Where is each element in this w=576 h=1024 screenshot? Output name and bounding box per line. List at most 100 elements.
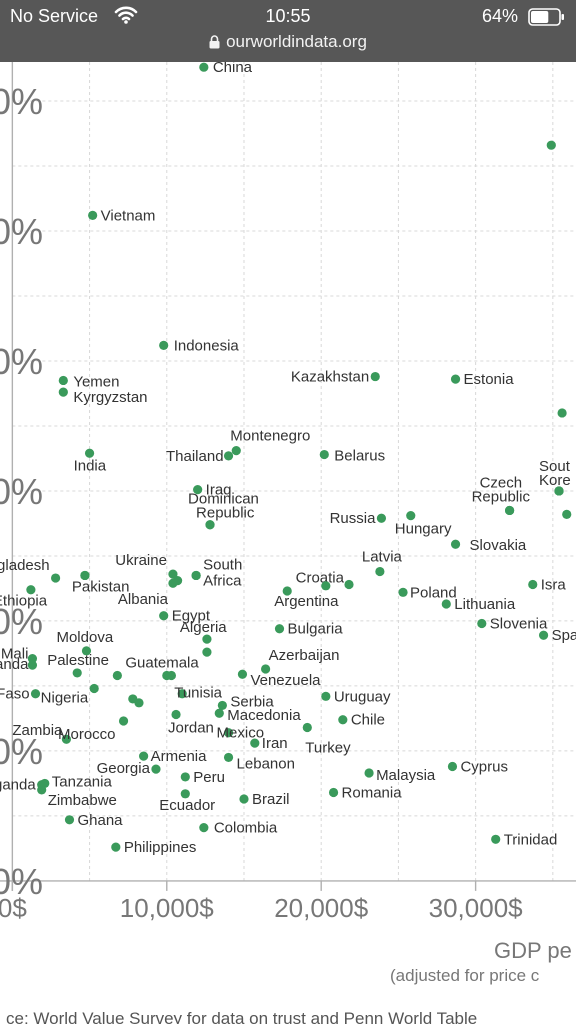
data-label: Rwanda <box>0 656 29 673</box>
data-point <box>84 448 95 458</box>
grid-lines <box>12 62 576 881</box>
data-label: Egypt <box>172 608 211 625</box>
x-tick-label: 20,000$ <box>274 893 369 923</box>
data-label: Peru <box>193 769 225 786</box>
data-label: Africa <box>203 572 242 589</box>
data-point <box>159 340 169 350</box>
data-point <box>151 764 161 774</box>
data-label: Poland <box>410 584 457 601</box>
data-point <box>61 734 72 744</box>
data-point <box>139 751 149 761</box>
y-tick-label: 0% <box>0 601 43 642</box>
data-label: Sout <box>539 458 571 475</box>
data-point <box>180 789 190 799</box>
data-label: Macedonia <box>227 707 301 724</box>
data-point <box>168 569 178 579</box>
data-label: Nigeria <box>41 690 89 707</box>
data-point <box>546 140 556 150</box>
data-label: Iran <box>262 735 288 752</box>
data-label: China <box>213 62 253 76</box>
data-label: Croatia <box>296 570 345 587</box>
data-point <box>321 691 331 701</box>
y-tick-labels: 0% 0% 0% 0% 0% 0% 0% <box>0 81 43 902</box>
data-point <box>50 573 61 583</box>
data-label: Slovakia <box>470 537 527 554</box>
data-label: Moldova <box>56 629 113 646</box>
data-label: Hungary <box>395 521 452 538</box>
data-point <box>562 509 572 519</box>
data-label: Isra <box>541 577 567 594</box>
data-label: Algeria <box>180 619 227 636</box>
data-point <box>319 449 329 460</box>
data-label: Azerbaijan <box>269 647 340 664</box>
data-label: Jordan <box>168 720 214 737</box>
data-point <box>450 374 461 384</box>
carrier-label: No Service <box>10 6 99 26</box>
data-point <box>171 709 181 720</box>
data-label: Mali <box>1 646 29 663</box>
data-point <box>328 787 339 798</box>
data-label: India <box>74 457 107 474</box>
data-label: Uruguay <box>334 688 391 705</box>
data-point <box>81 646 92 656</box>
scatter-chart: 0% 0% 0% 0% 0% 0% 0% 0$ 10,000$ 20,000$ 30,000$ C… <box>0 62 576 1024</box>
data-label: Republic <box>472 488 531 505</box>
data-point <box>554 486 564 496</box>
data-label: Belarus <box>334 448 385 465</box>
data-point <box>344 579 354 590</box>
data-point <box>37 785 47 795</box>
data-label: Indonesia <box>174 337 240 354</box>
data-label: Kyrgyzstan <box>73 389 147 406</box>
data-label: Ukraine <box>115 552 167 569</box>
data-point <box>398 587 408 597</box>
data-label: Tanzania <box>52 773 113 790</box>
data-label: South <box>203 556 242 573</box>
data-label: Palestine <box>47 652 109 669</box>
data-label: Dominican <box>188 491 259 508</box>
data-point <box>528 579 538 590</box>
url-text: ourworldindata.org <box>226 32 367 51</box>
data-point <box>477 618 487 629</box>
data-point <box>27 660 38 670</box>
data-point <box>250 738 260 748</box>
data-point <box>202 647 212 657</box>
data-label: Spa <box>552 627 576 644</box>
battery-percentage: 64% <box>482 6 519 26</box>
data-label: Colombia <box>214 820 278 837</box>
data-point <box>231 446 241 456</box>
data-point <box>441 599 451 609</box>
data-label: Czech <box>480 474 523 491</box>
data-label: Iraq <box>206 482 232 499</box>
data-point <box>202 634 212 644</box>
data-point <box>214 708 224 718</box>
data-label: Latvia <box>362 549 403 566</box>
data-label: Estonia <box>464 371 515 388</box>
data-label: Yemen <box>73 373 119 390</box>
data-label: Malaysia <box>376 767 436 784</box>
data-point <box>223 752 234 763</box>
data-label: Montenegro <box>230 428 310 445</box>
data-point <box>223 451 234 461</box>
data-point <box>112 670 122 681</box>
x-tick-label: 10,000$ <box>120 893 215 923</box>
y-tick-label: 0% <box>0 731 43 772</box>
data-label: Lebanon <box>237 755 295 772</box>
data-point <box>118 716 129 726</box>
data-point <box>159 611 169 621</box>
data-point <box>274 624 285 634</box>
data-label: Armenia <box>151 748 208 765</box>
data-label: Zimbabwe <box>48 792 117 809</box>
wifi-icon <box>114 5 138 30</box>
data-point <box>261 664 271 674</box>
data-point <box>111 842 121 852</box>
address-bar[interactable]: ourworldindata.org <box>0 32 576 54</box>
y-tick-label: 0% <box>0 81 43 122</box>
data-label: Bulgaria <box>288 621 344 638</box>
data-label: Thailand <box>166 448 224 465</box>
data-point <box>134 698 144 708</box>
data-label: Albania <box>118 591 169 608</box>
battery-icon <box>528 8 566 31</box>
data-point <box>447 761 458 772</box>
data-point <box>338 715 348 725</box>
data-label: Slovenia <box>490 616 548 633</box>
